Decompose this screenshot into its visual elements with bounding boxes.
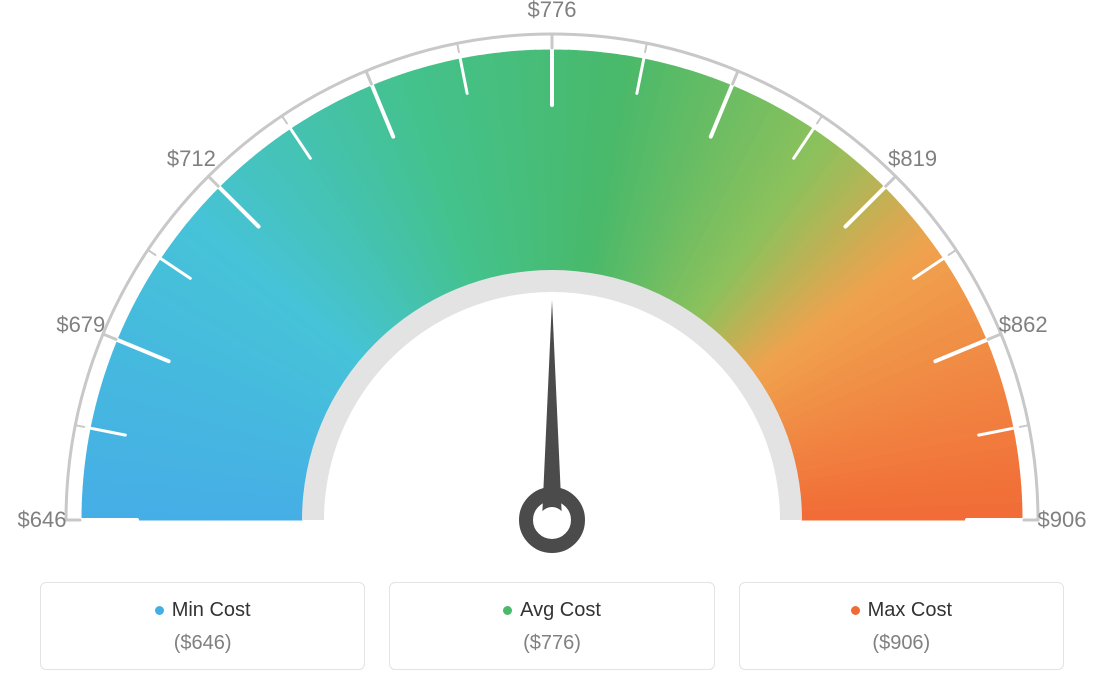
legend-min-card: Min Cost ($646) — [40, 582, 365, 670]
legend-min-label: Min Cost — [172, 599, 251, 622]
legend-max-label: Max Cost — [868, 599, 952, 622]
legend-min-value: ($646) — [51, 632, 354, 655]
legend-avg-label: Avg Cost — [520, 599, 601, 622]
gauge-tick-label: $906 — [1038, 507, 1087, 533]
legend-max-card: Max Cost ($906) — [739, 582, 1064, 670]
legend-max-value: ($906) — [750, 632, 1053, 655]
gauge-tick-label: $862 — [999, 312, 1048, 338]
gauge-chart: $646 $679 $712 $776 $819 $862 $906 — [0, 0, 1104, 560]
cost-gauge-container: $646 $679 $712 $776 $819 $862 $906 Min Cost ($… — [0, 0, 1104, 690]
legend-row: Min Cost ($646) Avg Cost ($776) Max Cost… — [0, 582, 1104, 670]
gauge-tick-label: $679 — [56, 312, 105, 338]
legend-avg-dot — [503, 606, 512, 615]
gauge-tick-label: $646 — [18, 507, 67, 533]
legend-max-dot — [851, 606, 860, 615]
legend-avg-title: Avg Cost — [400, 599, 703, 622]
gauge-tick-label: $819 — [888, 146, 937, 172]
legend-max-title: Max Cost — [750, 599, 1053, 622]
legend-avg-value: ($776) — [400, 632, 703, 655]
legend-min-dot — [155, 606, 164, 615]
legend-min-title: Min Cost — [51, 599, 354, 622]
gauge-tick-label: $776 — [528, 0, 577, 23]
gauge-tick-label: $712 — [167, 146, 216, 172]
legend-avg-card: Avg Cost ($776) — [389, 582, 714, 670]
